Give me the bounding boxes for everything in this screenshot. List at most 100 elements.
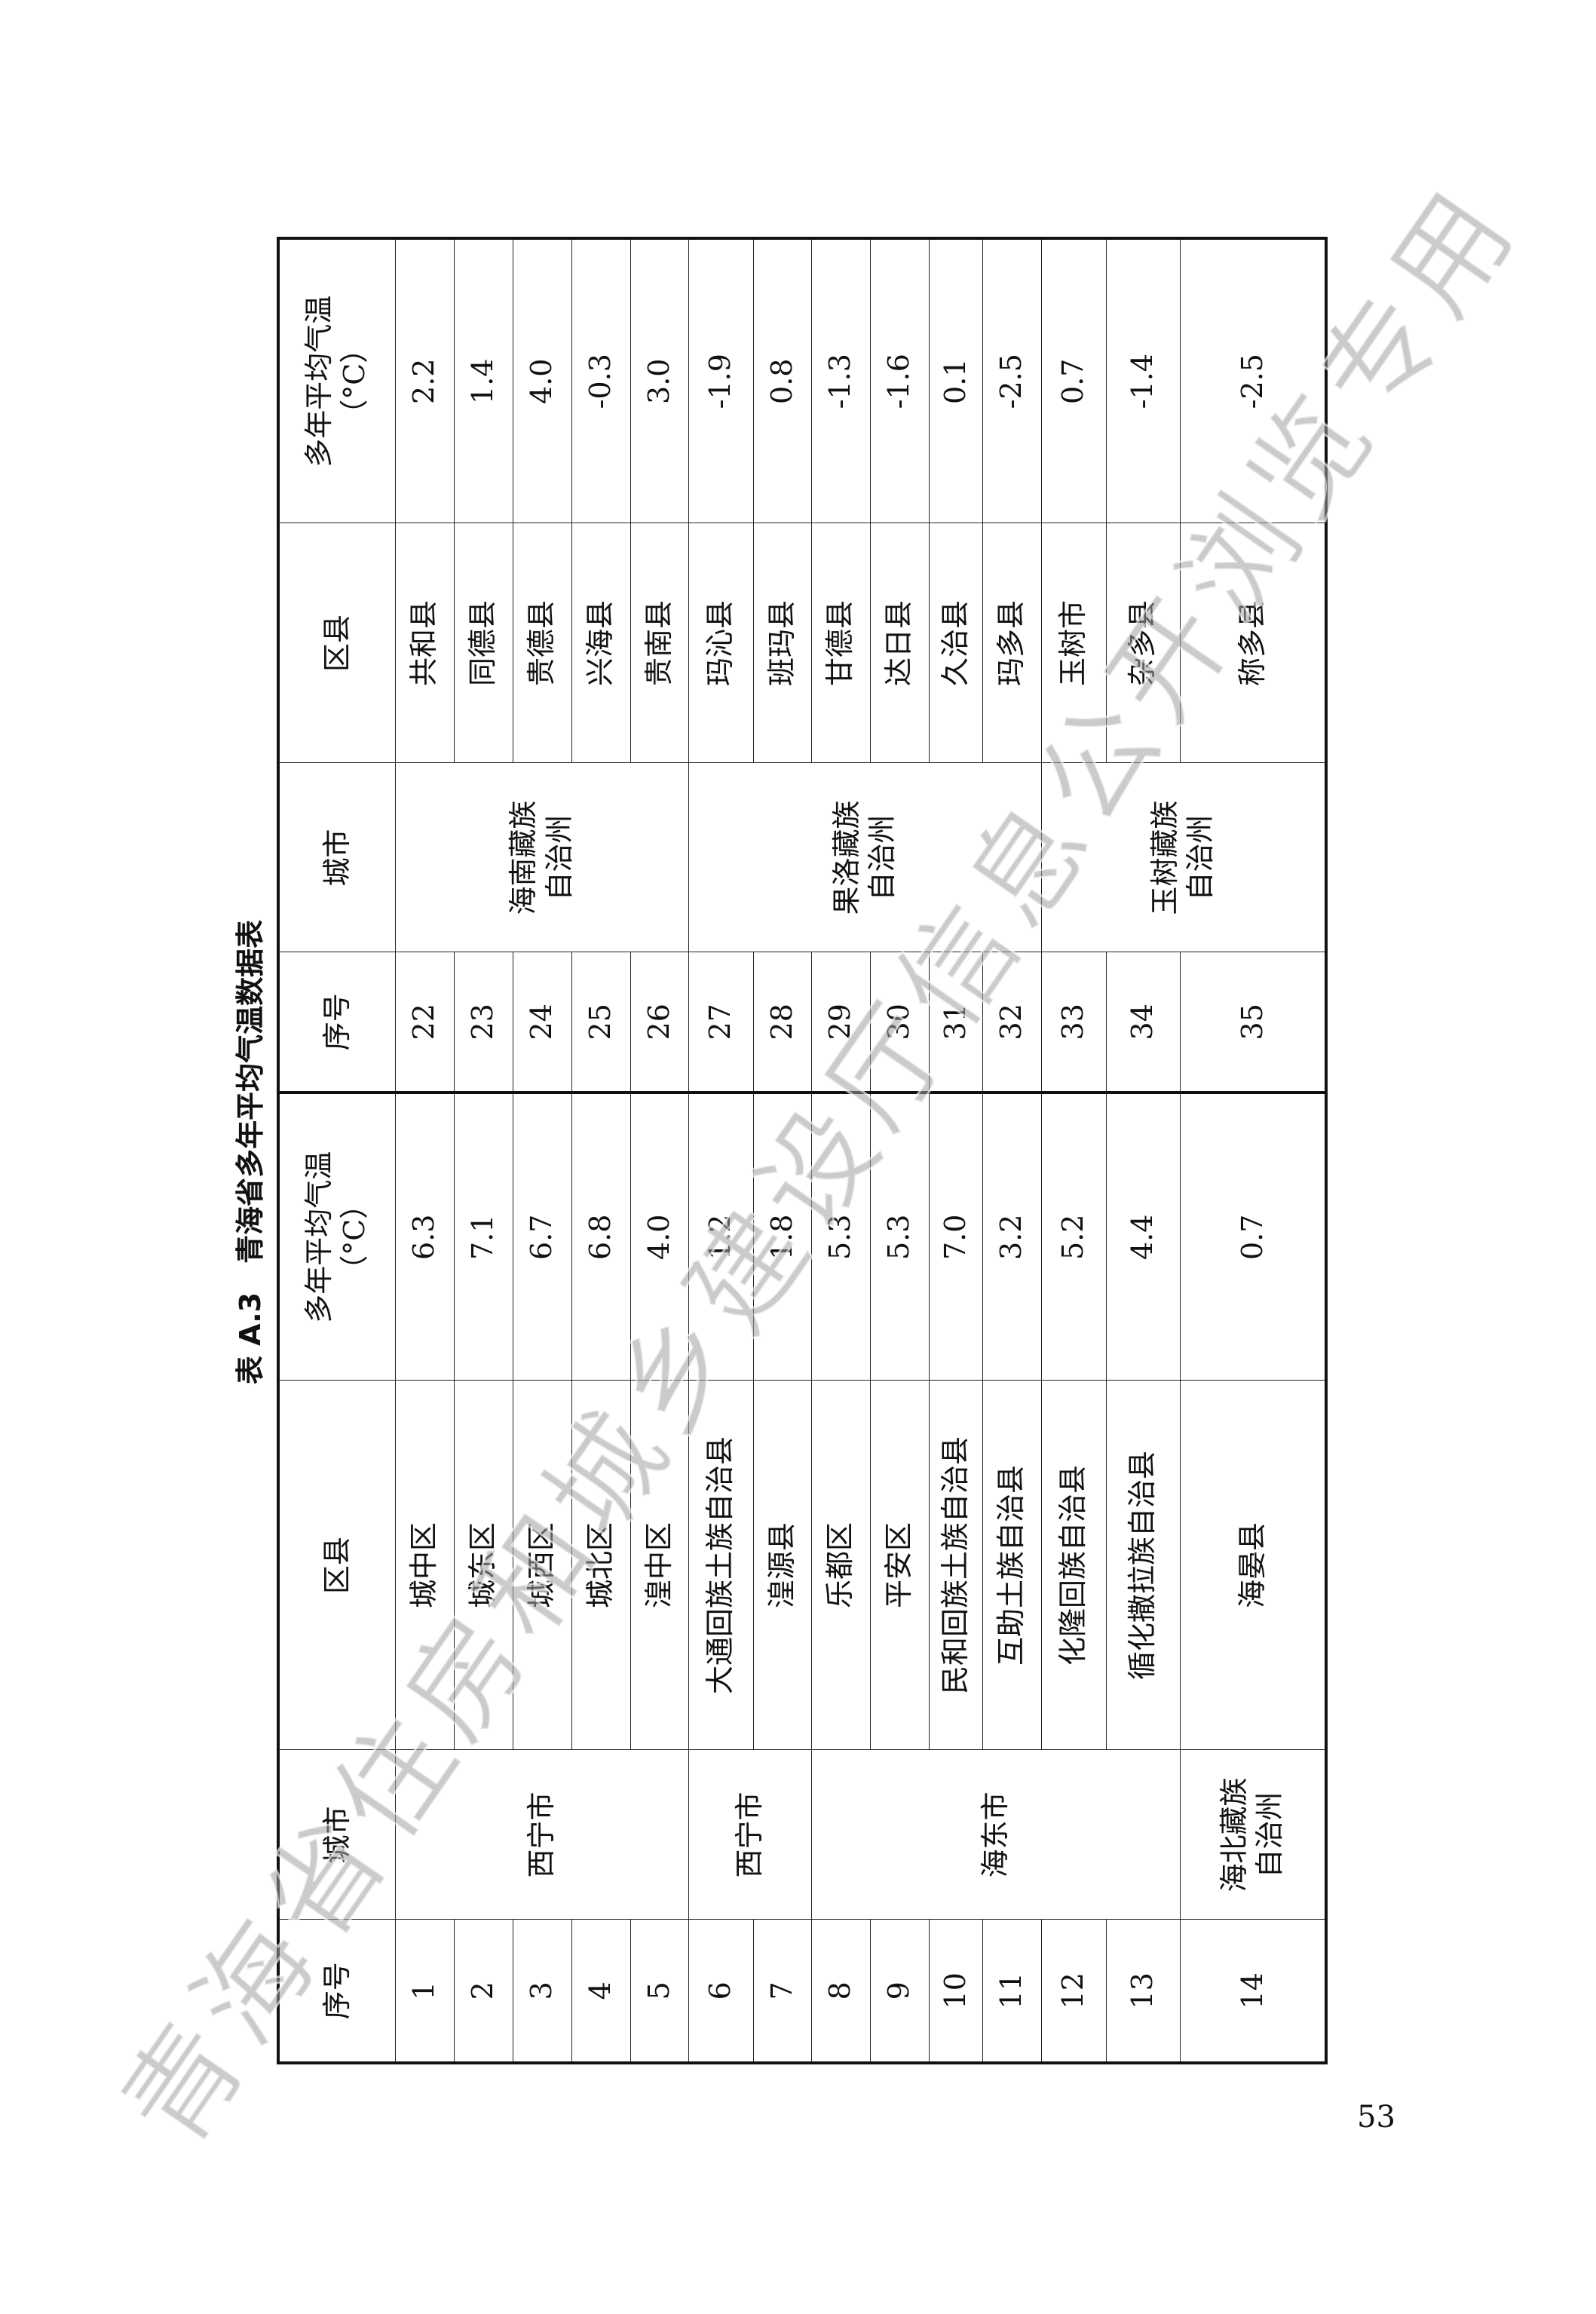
county-cell: 乐都区 (811, 1381, 870, 1750)
header-county: 区县 (278, 523, 395, 763)
row-number: 5 (630, 1920, 688, 2063)
table-row: 14 海北藏族 自治州 海晏县 0.7 35 称多县 -2.5 (1180, 238, 1326, 2063)
temperature-cell: 4.0 (630, 1093, 688, 1381)
table-title: 表 A.3 青海省多年平均气温数据表 (234, 919, 267, 1385)
row-number: 28 (753, 952, 811, 1093)
row-number: 27 (688, 952, 753, 1093)
row-number: 31 (929, 952, 982, 1093)
row-number: 4 (571, 1920, 630, 2063)
county-cell: 民和回族土族自治县 (929, 1381, 982, 1750)
temperature-cell: 4.4 (1106, 1093, 1180, 1381)
temperature-cell: 4.0 (513, 238, 571, 523)
temperature-cell: -1.9 (688, 238, 753, 523)
temperature-cell: 6.8 (571, 1093, 630, 1381)
header-temp: 多年平均气温 （°C） (278, 1093, 395, 1381)
row-number: 13 (1106, 1920, 1180, 2063)
row-number: 33 (1041, 952, 1106, 1093)
county-cell: 互助土族自治县 (982, 1381, 1041, 1750)
temperature-cell: 5.2 (1041, 1093, 1106, 1381)
county-cell: 海晏县 (1180, 1381, 1326, 1750)
city-cell: 西宁市 (395, 1750, 688, 1920)
header-city: 城市 (278, 1750, 395, 1920)
city-cell: 海东市 (811, 1750, 1180, 1920)
county-cell: 循化撒拉族自治县 (1106, 1381, 1180, 1750)
county-cell: 城西区 (513, 1381, 571, 1750)
temperature-cell: -1.4 (1106, 238, 1180, 523)
county-cell: 称多县 (1180, 523, 1326, 763)
row-number: 3 (513, 1920, 571, 2063)
county-cell: 化隆回族自治县 (1041, 1381, 1106, 1750)
table-row: 8 海东市 乐都区 5.3 29 甘德县 -1.3 (811, 238, 1180, 2063)
county-cell: 城东区 (454, 1381, 513, 1750)
county-cell: 兴海县 (571, 523, 630, 763)
row-number: 34 (1106, 952, 1180, 1093)
header-city: 城市 (278, 763, 395, 952)
header-no: 序号 (278, 1920, 395, 2063)
row-number: 25 (571, 952, 630, 1093)
temperature-cell: 0.7 (1180, 1093, 1326, 1381)
row-number: 14 (1180, 1920, 1326, 2063)
header-temp: 多年平均气温 （°C） (278, 238, 395, 523)
county-cell: 玛沁县 (688, 523, 753, 763)
city-cell: 果洛藏族 自治州 (688, 763, 1041, 952)
row-number: 30 (870, 952, 929, 1093)
row-number: 2 (454, 1920, 513, 2063)
row-number: 35 (1180, 952, 1326, 1093)
temperature-cell: -2.5 (1180, 238, 1326, 523)
header-temp-unit: （°C） (338, 334, 372, 428)
row-number: 12 (1041, 1920, 1106, 2063)
county-cell: 甘德县 (811, 523, 870, 763)
temperature-cell: -1.3 (811, 238, 870, 523)
temperature-cell: -1.6 (870, 238, 929, 523)
county-cell: 贵德县 (513, 523, 571, 763)
temperature-cell: 0.1 (929, 238, 982, 523)
temperature-cell: 1.4 (454, 238, 513, 523)
county-cell: 杂多县 (1106, 523, 1180, 763)
temperature-cell: 3.2 (982, 1093, 1041, 1381)
header-no: 序号 (278, 952, 395, 1093)
header-temp-label: 多年平均气温 (302, 1151, 335, 1323)
county-cell: 久治县 (929, 523, 982, 763)
header-temp-label: 多年平均气温 (302, 295, 335, 467)
county-cell: 湟中区 (630, 1381, 688, 1750)
temperature-cell: -2.5 (982, 238, 1041, 523)
city-cell: 海南藏族 自治州 (395, 763, 688, 952)
temperature-cell: 6.3 (395, 1093, 454, 1381)
temperature-cell: 3.0 (630, 238, 688, 523)
county-cell: 共和县 (395, 523, 454, 763)
row-number: 1 (395, 1920, 454, 2063)
temperature-cell: 6.7 (513, 1093, 571, 1381)
county-cell: 湟源县 (753, 1381, 811, 1750)
county-cell: 城中区 (395, 1381, 454, 1750)
county-cell: 同德县 (454, 523, 513, 763)
row-number: 6 (688, 1920, 753, 2063)
row-number: 10 (929, 1920, 982, 2063)
county-cell: 班玛县 (753, 523, 811, 763)
temperature-cell: 7.1 (454, 1093, 513, 1381)
table-row: 1 西宁市 城中区 6.3 22 海南藏族 自治州 共和县 2.2 (395, 238, 688, 2063)
county-cell: 城北区 (571, 1381, 630, 1750)
row-number: 8 (811, 1920, 870, 2063)
row-number: 23 (454, 952, 513, 1093)
row-number: 7 (753, 1920, 811, 2063)
row-number: 26 (630, 952, 688, 1093)
temperature-cell: 2.2 (395, 238, 454, 523)
rotated-table-container: 表 A.3 青海省多年平均气温数据表 序号 城市 区县 多年平均气温 （°C） 序… (234, 237, 1328, 2064)
header-temp-unit: （°C） (338, 1190, 372, 1284)
row-number: 9 (870, 1920, 929, 2063)
temperature-cell: 1.2 (688, 1093, 753, 1381)
county-cell: 玉树市 (1041, 523, 1106, 763)
temperature-cell: -0.3 (571, 238, 630, 523)
temperature-cell: 1.8 (753, 1093, 811, 1381)
county-cell: 贵南县 (630, 523, 688, 763)
city-cell: 西宁市 (688, 1750, 811, 1920)
city-cell: 玉树藏族 自治州 (1041, 763, 1326, 952)
header-county: 区县 (278, 1381, 395, 1750)
page-number: 53 (1357, 2100, 1395, 2135)
row-number: 11 (982, 1920, 1041, 2063)
table-row: 6 西宁市 大通回族土族自治县 1.2 27 果洛藏族 自治州 玛沁县 -1.9 (688, 238, 1041, 2063)
city-cell: 海北藏族 自治州 (1180, 1750, 1326, 1920)
header-row: 序号 城市 区县 多年平均气温 （°C） 序号 城市 区县 多年平均气温 （°C） (278, 238, 395, 2063)
temperature-table: 序号 城市 区县 多年平均气温 （°C） 序号 城市 区县 多年平均气温 （°C） … (277, 237, 1328, 2064)
temperature-cell: 7.0 (929, 1093, 982, 1381)
